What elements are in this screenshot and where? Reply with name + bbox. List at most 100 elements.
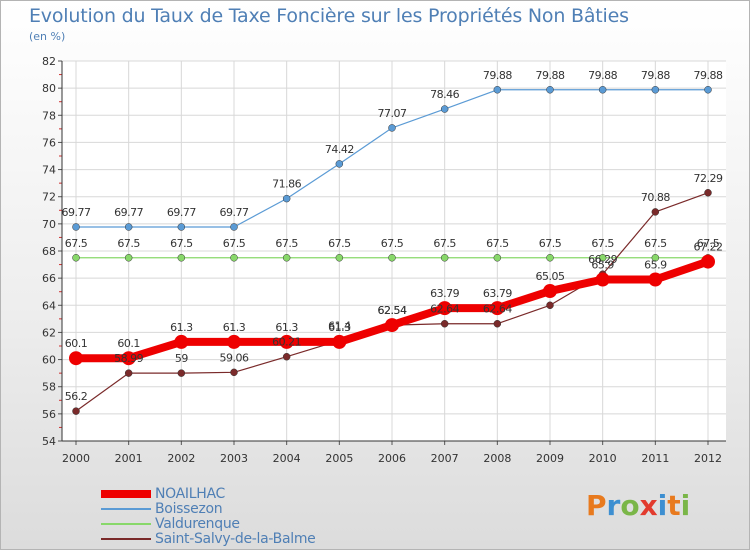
data-point-saint-salvy-de-la-balme: [440, 319, 449, 328]
logo-letter: i: [657, 489, 668, 522]
legend-swatch: [101, 489, 151, 498]
data-label-noailhac: 65.9: [644, 259, 667, 272]
x-tick-label: 2001: [115, 452, 143, 465]
data-point-noailhac: [595, 272, 610, 287]
data-label-noailhac: 63.79: [483, 287, 512, 300]
data-label-boissezon: 77.07: [378, 107, 407, 120]
data-label-valdurenque: 67.5: [591, 237, 614, 250]
data-label-noailhac: 63.79: [430, 287, 459, 300]
data-label-boissezon: 69.77: [62, 206, 91, 219]
data-label-noailhac: 65.9: [591, 259, 614, 272]
data-label-saint-salvy-de-la-balme: 62.54: [378, 304, 407, 317]
data-point-noailhac: [543, 284, 557, 299]
data-point-valdurenque: [124, 254, 133, 262]
legend-label: Boissezon: [155, 500, 223, 517]
y-tick-label: 70: [42, 218, 56, 231]
y-tick-label: 74: [42, 164, 56, 177]
data-point-valdurenque: [388, 254, 396, 262]
legend: NOAILHAC Boissezon Valdurenque Saint-Salvy-…: [101, 485, 316, 547]
legend-label: NOAILHAC: [155, 485, 225, 502]
data-label-valdurenque: 67.5: [644, 237, 667, 250]
data-label-boissezon: 69.77: [114, 206, 143, 219]
data-label-boissezon: 79.88: [694, 69, 723, 82]
data-label-valdurenque: 67.5: [697, 237, 720, 250]
data-point-boissezon: [704, 86, 712, 94]
data-point-boissezon: [598, 86, 607, 94]
legend-item: NOAILHAC: [101, 485, 316, 502]
x-tick-label: 2009: [536, 452, 564, 465]
x-tick-label: 2000: [62, 452, 90, 465]
x-tick-label: 2007: [431, 452, 459, 465]
data-point-noailhac: [279, 334, 294, 349]
y-tick-label: 56: [42, 408, 56, 421]
y-tick-label: 64: [42, 299, 56, 312]
x-tick-label: 2003: [220, 452, 248, 465]
chart-title: Evolution du Taux de Taxe Foncière sur l…: [29, 5, 629, 27]
data-label-boissezon: 79.88: [536, 69, 565, 82]
data-point-noailhac: [174, 334, 189, 349]
y-tick-label: 68: [42, 245, 56, 258]
data-point-valdurenque: [335, 254, 344, 262]
x-tick-label: 2006: [378, 452, 406, 465]
x-tick-label: 2005: [325, 452, 353, 465]
y-tick-label: 72: [42, 191, 56, 204]
data-label-noailhac: 61.3: [328, 321, 351, 334]
data-point-valdurenque: [651, 254, 660, 262]
data-label-noailhac: 60.1: [117, 337, 140, 350]
data-label-boissezon: 79.88: [588, 69, 617, 82]
proxiti-logo: Proxiti: [586, 489, 690, 522]
data-label-boissezon: 69.77: [220, 206, 249, 219]
data-label-noailhac: 61.3: [223, 321, 246, 334]
data-point-valdurenque: [598, 254, 607, 262]
data-point-saint-salvy-de-la-balme: [282, 352, 291, 361]
data-point-boissezon: [440, 105, 449, 113]
data-point-saint-salvy-de-la-balme: [230, 368, 238, 377]
data-point-saint-salvy-de-la-balme: [546, 301, 554, 310]
x-tick-label: 2008: [483, 452, 511, 465]
data-point-noailhac: [121, 351, 136, 366]
legend-swatch: [101, 537, 151, 540]
data-point-boissezon: [335, 160, 344, 168]
logo-letter: i: [680, 489, 691, 522]
y-tick-label: 60: [42, 354, 56, 367]
logo-letter: r: [606, 489, 621, 522]
data-label-noailhac: 67.22: [694, 241, 723, 254]
data-label-valdurenque: 67.5: [117, 237, 140, 250]
data-point-noailhac: [385, 318, 399, 333]
x-tick-label: 2010: [589, 452, 617, 465]
data-point-noailhac: [69, 351, 83, 366]
data-point-boissezon: [493, 86, 502, 94]
y-tick-label: 78: [42, 109, 56, 122]
data-point-saint-salvy-de-la-balme: [72, 407, 80, 415]
data-point-saint-salvy-de-la-balme: [493, 319, 502, 328]
data-point-valdurenque: [230, 254, 238, 262]
data-point-valdurenque: [282, 254, 291, 262]
legend-label: Saint-Salvy-de-la-Balme: [155, 530, 316, 547]
data-label-saint-salvy-de-la-balme: 59.06: [220, 351, 249, 364]
data-label-saint-salvy-de-la-balme: 60.21: [272, 336, 301, 349]
legend-item: Saint-Salvy-de-la-Balme: [101, 530, 316, 547]
logo-letter: P: [586, 489, 607, 522]
data-point-boissezon: [546, 86, 554, 94]
data-point-boissezon: [124, 223, 133, 231]
data-label-noailhac: 65.05: [536, 270, 565, 283]
data-point-boissezon: [651, 86, 660, 94]
data-label-boissezon: 69.77: [167, 206, 196, 219]
data-point-valdurenque: [72, 254, 80, 262]
y-tick-label: 76: [42, 136, 56, 149]
data-label-saint-salvy-de-la-balme: 56.2: [65, 390, 88, 403]
data-point-valdurenque: [546, 254, 554, 262]
y-tick-label: 54: [42, 435, 56, 448]
legend-item: Valdurenque: [101, 516, 316, 532]
data-label-saint-salvy-de-la-balme: 58.99: [114, 352, 143, 365]
data-label-boissezon: 79.88: [641, 69, 670, 82]
data-label-boissezon: 79.88: [483, 69, 512, 82]
logo-letter: x: [639, 489, 658, 522]
data-point-noailhac: [227, 334, 241, 349]
data-label-valdurenque: 67.5: [539, 237, 562, 250]
data-label-saint-salvy-de-la-balme: 59: [175, 352, 188, 365]
data-label-saint-salvy-de-la-balme: 66.29: [588, 253, 617, 266]
data-label-valdurenque: 67.5: [170, 237, 193, 250]
data-label-noailhac: 62.54: [378, 304, 407, 317]
